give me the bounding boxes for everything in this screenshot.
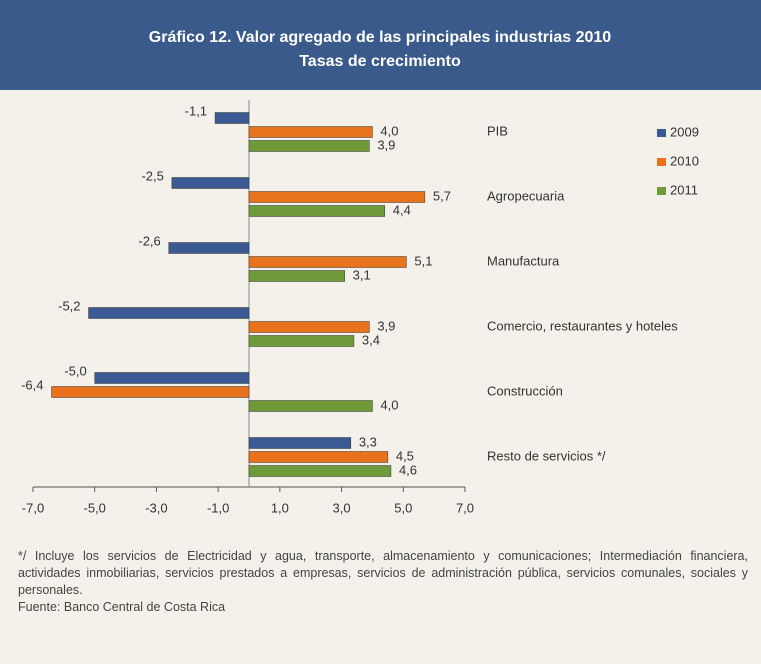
category-label: Construcción xyxy=(487,383,563,398)
bar xyxy=(248,140,370,152)
x-tick-label: 3,0 xyxy=(333,500,351,515)
x-tick-label: -5,0 xyxy=(84,500,106,515)
legend-swatch xyxy=(657,187,666,195)
x-tick-label: -3,0 xyxy=(145,500,167,515)
value-label: 3,9 xyxy=(377,137,395,152)
category-label: Resto de servicios */ xyxy=(487,448,606,463)
bar xyxy=(248,256,407,268)
value-label: 4,0 xyxy=(380,123,398,138)
x-tick-label: 7,0 xyxy=(456,500,474,515)
value-label: -1,1 xyxy=(185,103,207,118)
value-label: -6,4 xyxy=(21,377,43,392)
category-label: PIB xyxy=(487,123,508,138)
legend-label: 2009 xyxy=(670,124,699,139)
x-tick-label: 1,0 xyxy=(271,500,289,515)
x-tick-label: -1,0 xyxy=(207,500,229,515)
value-label: 3,9 xyxy=(377,318,395,333)
value-label: 4,6 xyxy=(399,462,417,477)
x-tick-label: -7,0 xyxy=(22,500,44,515)
bar xyxy=(248,126,373,138)
value-label: 3,3 xyxy=(359,434,377,449)
bar xyxy=(248,335,355,347)
legend-swatch xyxy=(657,158,666,166)
bar xyxy=(248,451,389,463)
category-label: Comercio, restaurantes y hoteles xyxy=(487,318,678,333)
notes: */ Incluye los servicios de Electricidad… xyxy=(18,548,748,616)
value-label: -2,5 xyxy=(141,168,163,183)
value-label: 5,1 xyxy=(414,253,432,268)
value-label: 4,5 xyxy=(396,448,414,463)
legend-label: 2011 xyxy=(670,182,698,197)
bar xyxy=(51,386,250,398)
chart-title: Gráfico 12. Valor agregado de las princi… xyxy=(149,29,612,46)
bar xyxy=(248,400,373,412)
value-label: -2,6 xyxy=(138,233,160,248)
legend-swatch xyxy=(657,129,666,137)
value-label: 3,1 xyxy=(353,267,371,282)
footnote: */ Incluye los servicios de Electricidad… xyxy=(18,549,748,597)
bar xyxy=(94,372,250,384)
bar xyxy=(168,242,250,254)
bar xyxy=(248,321,370,333)
value-label: -5,2 xyxy=(58,298,80,313)
bar xyxy=(248,437,352,449)
bar xyxy=(214,112,250,124)
source: Fuente: Banco Central de Costa Rica xyxy=(18,600,226,614)
bar xyxy=(248,191,426,203)
value-label: 4,0 xyxy=(380,397,398,412)
bar xyxy=(248,270,345,282)
legend-label: 2010 xyxy=(670,153,699,168)
value-label: 3,4 xyxy=(362,332,380,347)
bar xyxy=(88,307,250,319)
value-label: -5,0 xyxy=(64,363,86,378)
chart-subtitle: Tasas de crecimiento xyxy=(299,53,461,70)
header-band xyxy=(0,0,761,90)
value-label: 4,4 xyxy=(393,202,411,217)
category-label: Manufactura xyxy=(487,253,560,268)
bar xyxy=(171,177,250,189)
bar xyxy=(248,205,386,217)
bar xyxy=(248,465,392,477)
x-tick-label: 5,0 xyxy=(394,500,412,515)
chart: Gráfico 12. Valor agregado de las princi… xyxy=(0,0,761,515)
category-label: Agropecuaria xyxy=(487,188,565,203)
value-label: 5,7 xyxy=(433,188,451,203)
